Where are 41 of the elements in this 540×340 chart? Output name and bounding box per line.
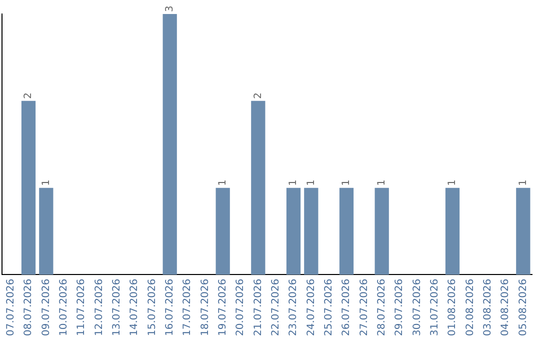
x-tick-label: 18.07.2026 <box>200 278 211 336</box>
x-tick-label: 09.07.2026 <box>40 278 52 336</box>
x-tick-label: 30.07.2026 <box>412 278 423 336</box>
x-tick-label: 12.07.2026 <box>94 278 105 336</box>
data-label: 1 <box>306 179 317 186</box>
x-tick-label: 15.07.2026 <box>146 278 158 336</box>
x-tick-label: 13.07.2026 <box>111 278 122 336</box>
x-tick-label: 16.07.2026 <box>164 278 176 336</box>
x-tick-label: 02.08.2026 <box>464 278 476 336</box>
x-tick-label: 29.07.2026 <box>394 278 406 336</box>
data-label: 1 <box>288 179 300 186</box>
x-tick-label: 01.08.2026 <box>447 278 458 336</box>
x-tick-label: 05.08.2026 <box>518 278 529 336</box>
x-tick-label: 19.07.2026 <box>217 278 228 336</box>
data-label: 1 <box>376 179 388 186</box>
x-tick-label: 21.07.2026 <box>252 278 264 336</box>
x-tick-label: 11.07.2026 <box>76 278 88 336</box>
x-tick-label: 04.08.2026 <box>500 278 512 336</box>
x-tick-label: 27.07.2026 <box>358 278 370 336</box>
x-tick-label: 10.07.2026 <box>58 278 70 336</box>
data-label: 1 <box>447 179 458 186</box>
x-tick-label: 20.07.2026 <box>235 278 246 336</box>
data-label: 3 <box>164 6 176 12</box>
x-tick-label: 25.07.2026 <box>323 278 334 336</box>
x-tick-label: 07.07.2026 <box>5 278 16 336</box>
data-label: 1 <box>40 179 52 186</box>
data-label: 1 <box>341 179 352 186</box>
x-tick-label: 23.07.2026 <box>288 278 300 336</box>
x-tick-label: 08.07.2026 <box>23 278 34 336</box>
x-tick-label: 28.07.2026 <box>376 278 388 336</box>
x-tick-label: 17.07.2026 <box>182 278 194 336</box>
x-tick-label: 26.07.2026 <box>341 278 352 336</box>
x-tick-label: 22.07.2026 <box>270 278 282 336</box>
data-label: 1 <box>518 179 529 186</box>
data-label: 2 <box>252 92 264 99</box>
x-tick-label: 24.07.2026 <box>306 278 317 336</box>
x-tick-label: 14.07.2026 <box>129 278 140 336</box>
data-label: 1 <box>217 179 228 186</box>
x-tick-label: 31.07.2026 <box>429 278 440 336</box>
x-tick-label: 03.08.2026 <box>482 278 494 336</box>
data-label: 2 <box>23 92 34 99</box>
